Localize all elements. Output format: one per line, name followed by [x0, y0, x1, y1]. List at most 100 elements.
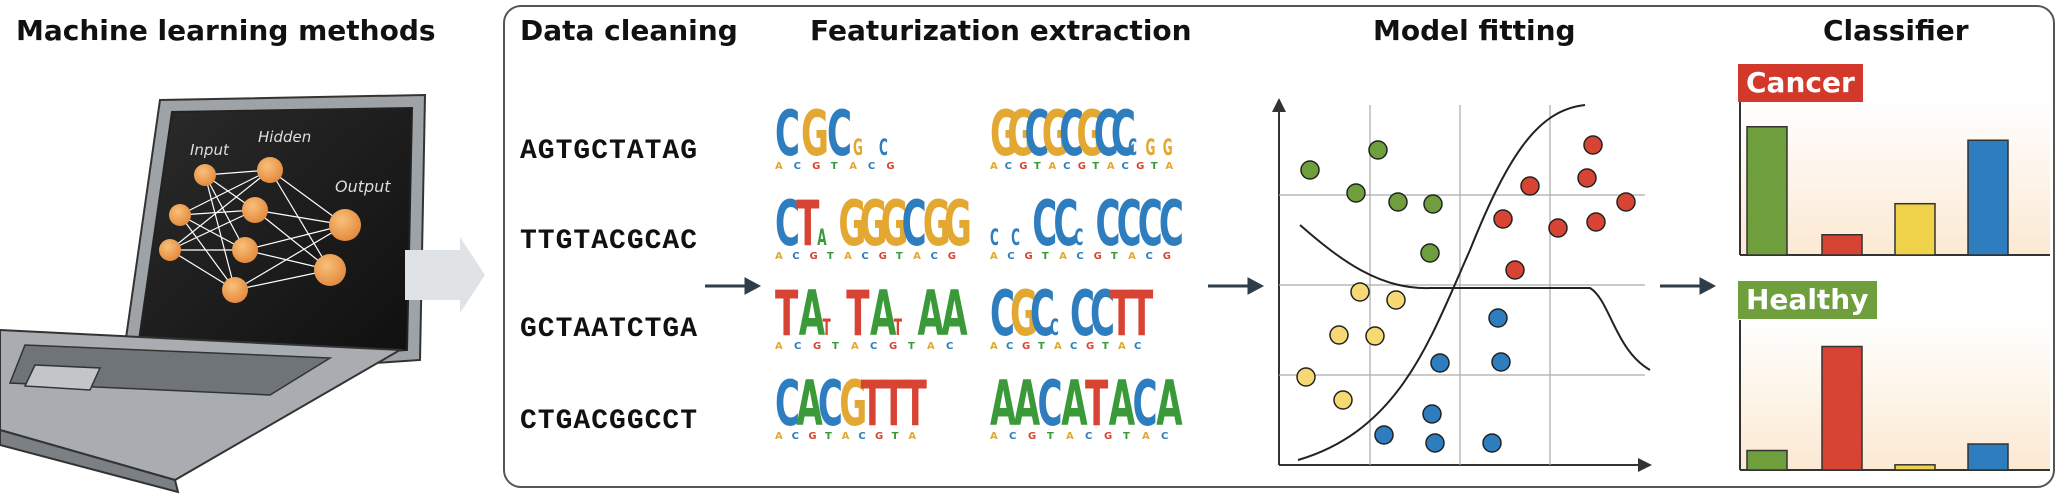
svg-text:C: C [946, 341, 953, 352]
logo-letter: T [1110, 278, 1133, 350]
logo-letter: T [861, 368, 884, 440]
svg-text:T: T [1092, 161, 1099, 172]
svg-text:C: C [792, 251, 799, 262]
output-node [314, 254, 346, 286]
transition-arrow [405, 237, 485, 313]
svg-text:A: A [1107, 161, 1115, 172]
svg-text:T: T [1042, 251, 1049, 262]
logo-letter: C [1050, 316, 1059, 341]
logo-letter: A [870, 278, 897, 350]
cancer-label: Cancer [1738, 64, 1863, 102]
data-cleaning-title: Data cleaning [520, 14, 738, 47]
data-point [1423, 194, 1443, 214]
data-point [1482, 433, 1502, 453]
logo-letter: C [1138, 188, 1163, 260]
svg-text:C: C [1009, 431, 1016, 442]
svg-text:C: C [1085, 431, 1092, 442]
logo-letter: C [1032, 188, 1057, 260]
data-point [1386, 290, 1406, 310]
svg-text:T: T [1034, 161, 1041, 172]
data-point [1616, 192, 1636, 212]
logo-letter: T [904, 368, 927, 440]
healthy-label: Healthy [1738, 281, 1877, 319]
logo-letter: G [1163, 136, 1173, 161]
logo-letter: T [1130, 278, 1153, 350]
hidden-node [232, 237, 258, 263]
logo-letter: G [1007, 98, 1035, 170]
logo-letter: C [1030, 278, 1055, 350]
svg-text:A: A [913, 251, 921, 262]
svg-text:G: G [948, 251, 956, 262]
svg-text:G: G [813, 341, 821, 352]
svg-text:G: G [810, 251, 818, 262]
logo-letter: A [799, 278, 826, 350]
svg-text:A: A [990, 251, 998, 262]
svg-text:T: T [1111, 251, 1118, 262]
classifier-charts [1739, 100, 2050, 471]
logo-letter: C [1025, 98, 1050, 170]
svg-text:A: A [844, 251, 852, 262]
svg-text:A: A [775, 251, 783, 262]
svg-text:G: G [1025, 251, 1033, 262]
logo-letter: C [1094, 98, 1119, 170]
logo-letter: G [1145, 136, 1155, 161]
logo-letter: C [879, 136, 888, 161]
logo-letter: C [1011, 226, 1020, 251]
neural-network [159, 157, 361, 303]
data-point [1374, 425, 1394, 445]
svg-text:A: A [851, 341, 859, 352]
logo-letter: A [1061, 368, 1088, 440]
svg-text:C: C [930, 251, 937, 262]
data-point [1586, 212, 1606, 232]
hidden-node [242, 197, 268, 223]
svg-text:C: C [1134, 341, 1141, 352]
svg-text:G: G [812, 161, 820, 172]
logo-letter: C [902, 188, 927, 260]
input-node [169, 204, 191, 226]
logo-letter: C [775, 188, 800, 260]
svg-text:C: C [1122, 161, 1129, 172]
svg-text:C: C [1145, 251, 1152, 262]
hidden-label: Hidden [258, 128, 311, 146]
classifier-bar [1821, 234, 1863, 256]
svg-text:T: T [825, 431, 832, 442]
svg-text:T: T [1047, 431, 1054, 442]
logo-letter: G [881, 188, 909, 260]
data-point [1388, 192, 1408, 212]
svg-text:C: C [792, 431, 799, 442]
logo-letter: C [1117, 188, 1142, 260]
data-point [1577, 168, 1597, 188]
model-fitting-plot [1272, 98, 1652, 472]
sequence-1: AGTGCTATAG [520, 136, 699, 167]
logo-letter: G [853, 136, 863, 161]
svg-text:C: C [870, 341, 877, 352]
svg-text:T: T [892, 431, 899, 442]
classifier-title: Classifier [1823, 14, 1969, 47]
svg-text:G: G [1094, 251, 1102, 262]
svg-text:T: T [908, 341, 915, 352]
svg-text:G: G [1104, 431, 1112, 442]
svg-text:C: C [1005, 161, 1012, 172]
logo-letter: C [818, 368, 843, 440]
svg-text:A: A [908, 431, 916, 442]
svg-text:T: T [896, 251, 903, 262]
svg-text:A: A [775, 341, 783, 352]
logo-letter: C [1090, 278, 1115, 350]
logo-letter: G [838, 188, 866, 260]
svg-text:A: A [1165, 161, 1173, 172]
logo-letter: T [1085, 368, 1108, 440]
logo-letter: A [1109, 368, 1136, 440]
logo-letter: C [1059, 98, 1084, 170]
svg-text:G: G [1028, 431, 1036, 442]
svg-text:G: G [1136, 161, 1144, 172]
svg-text:A: A [1118, 341, 1126, 352]
logo-letter: C [1128, 136, 1137, 161]
svg-text:A: A [775, 161, 783, 172]
logo-letter: G [859, 188, 887, 260]
svg-text:T: T [1038, 341, 1045, 352]
svg-text:G: G [1019, 161, 1027, 172]
classifier-bar [1894, 464, 1936, 471]
logo-letter: C [827, 98, 852, 170]
logo-letter: C [775, 368, 800, 440]
